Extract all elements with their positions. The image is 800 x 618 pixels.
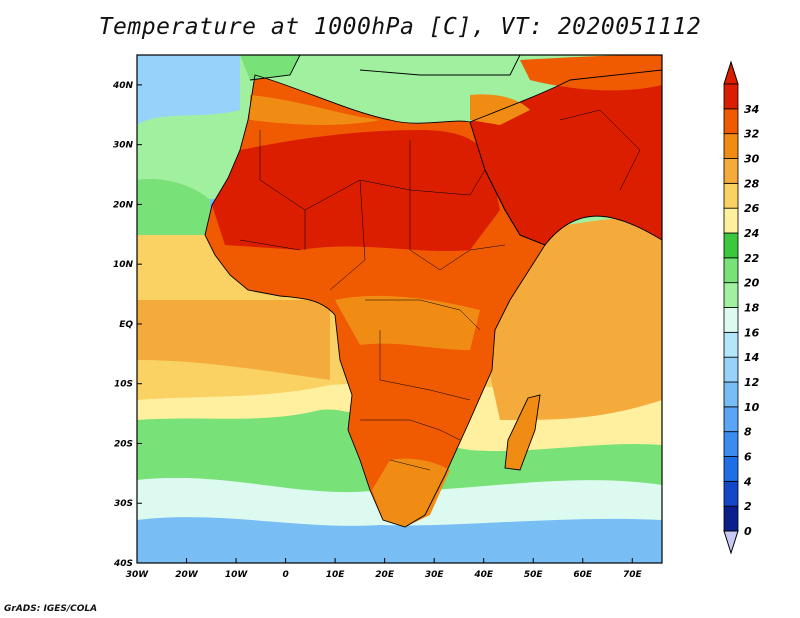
colorbar-label: 2 [744, 500, 752, 513]
lon-tick-label: 60E [573, 570, 593, 580]
colorbar-label: 4 [743, 475, 752, 488]
colorbar-segment [723, 282, 739, 308]
colorbar-segment [723, 480, 739, 507]
sahara-hot [212, 130, 500, 252]
colorbar-over-arrow [723, 60, 739, 85]
map-frame [136, 54, 663, 564]
madagascar-land [505, 395, 540, 470]
colorbar-label: 34 [744, 103, 759, 116]
lon-tick-label: 30W [126, 570, 150, 580]
ocean-equatorial [137, 300, 330, 380]
colorbar-label: 22 [744, 252, 760, 265]
lon-tick-label: 20W [175, 570, 199, 580]
colorbar-label: 10 [744, 401, 760, 414]
colorbar-segment [723, 406, 739, 433]
colorbar-label: 6 [744, 451, 752, 464]
temperature-field [137, 55, 662, 563]
lon-tick-label: 30E [425, 570, 445, 580]
colorbar-label: 28 [744, 177, 760, 190]
colorbar-segment [723, 108, 739, 135]
colorbar-segment [723, 356, 739, 383]
lat-tick-label: 20S [114, 439, 133, 449]
colorbar-segment [723, 207, 739, 234]
lon-tick-label: 10E [326, 570, 346, 580]
colorbar-segment [723, 381, 739, 408]
colorbar-segment [723, 158, 739, 184]
credit-label: GrADS: IGES/COLA [4, 604, 98, 614]
lon-tick-label: 20E [375, 570, 395, 580]
lat-tick-label: 20N [113, 200, 134, 210]
lat-tick-label: 40S [113, 559, 133, 569]
colorbar-segment [723, 307, 739, 333]
colorbar-label: 0 [744, 525, 752, 538]
colorbar-label: 26 [744, 202, 760, 215]
colorbar-segment [723, 331, 739, 358]
colorbar-segment [723, 133, 739, 159]
lon-tick-label: 40E [473, 570, 494, 580]
lon-tick-label: 50E [524, 570, 544, 580]
central-africa [335, 295, 480, 350]
colorbar-segment [723, 505, 739, 532]
colorbar-label: 14 [744, 351, 759, 364]
colorbar-label: 24 [744, 227, 759, 240]
axis-ticks: 30W 20W 10W 0 10E 20E 30E 40E 50E 60E 70E 40N 30N 20N… [112, 81, 643, 580]
map-title: Temperature at 1000hPa [C], VT: 20200511… [98, 14, 702, 40]
lon-tick-label: 10W [225, 570, 249, 580]
colorbar-label: 16 [744, 326, 760, 339]
lat-tick-label: 10S [114, 380, 133, 390]
colorbar-segment [723, 232, 739, 259]
colorbar-segment [723, 182, 739, 209]
lat-tick-label: 10N [113, 260, 134, 270]
lat-tick-label: 40N [112, 81, 134, 91]
colorbar-under-arrow [723, 530, 739, 555]
colorbar-segment [723, 257, 739, 284]
southern-africa [350, 358, 470, 470]
colorbar-segment [723, 456, 739, 482]
colorbar-label: 20 [744, 277, 760, 290]
lon-tick-label: 70E [623, 570, 643, 580]
lon-tick-label: 0 [282, 570, 288, 580]
coastlines [204, 55, 662, 528]
colorbar-label: 30 [744, 153, 760, 166]
colorbar-segment [723, 83, 739, 110]
colorbar-segment [723, 431, 739, 457]
colorbar-label: 12 [744, 376, 760, 389]
colorbar-label: 8 [744, 426, 752, 439]
lat-tick-label: 30N [113, 141, 134, 151]
colorbar-label: 32 [744, 128, 760, 141]
lat-tick-label: EQ [119, 320, 133, 330]
lat-tick-label: 30S [114, 499, 133, 509]
country-borders [239, 109, 641, 471]
south-tip [372, 458, 450, 527]
colorbar-label: 18 [744, 302, 760, 315]
